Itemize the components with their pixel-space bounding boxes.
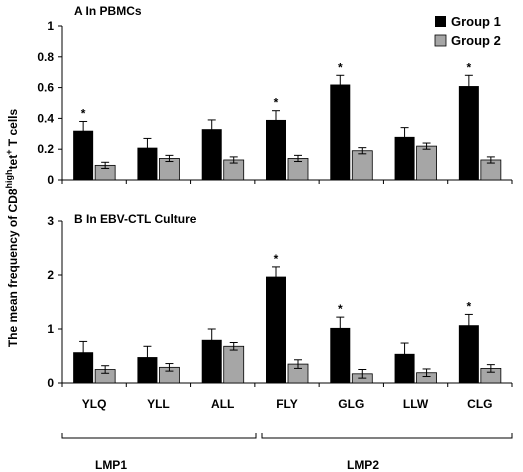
panel-a-bar-llw-group-1 bbox=[394, 136, 415, 180]
group-brackets: LMP1 LMP2 bbox=[61, 433, 513, 472]
lmp2-label: LMP2 bbox=[347, 458, 379, 472]
panel-a-bar-yll-group-1 bbox=[137, 147, 158, 180]
panel-a-y-tick-label: 0.6 bbox=[37, 81, 54, 95]
legend-swatch-group-2 bbox=[434, 34, 447, 47]
panel-b-bar-all-group-2 bbox=[223, 345, 245, 384]
panel-b-significance-marker: * bbox=[338, 302, 343, 316]
panel-a-bar-clg-group-1 bbox=[458, 86, 479, 180]
x-tick-label-ylq: YLQ bbox=[82, 397, 107, 411]
y-axis-title: The mean frequency of CD8hightet+ T cell… bbox=[4, 109, 20, 348]
x-tick-label-glg: GLG bbox=[338, 397, 364, 411]
panel-a-significance-marker: * bbox=[467, 60, 472, 74]
panel-b-bar-glg-group-1 bbox=[330, 327, 351, 383]
lmp1-bracket bbox=[61, 433, 257, 439]
panel-b-significance-marker: * bbox=[467, 299, 472, 313]
y-axis-title-mid: tet bbox=[6, 155, 20, 170]
panel-b-bar-all-group-1 bbox=[201, 339, 222, 383]
panel-a-y-tick-label: 0.2 bbox=[37, 142, 54, 156]
panel-a-bar-all-group-1 bbox=[201, 129, 222, 180]
legend-label-group-1: Group 1 bbox=[451, 14, 501, 29]
panel-b-significance-marker: * bbox=[274, 252, 279, 266]
panel-a-significance-marker: * bbox=[274, 96, 279, 110]
x-tick-label-fly: FLY bbox=[276, 397, 298, 411]
panel-a: 0 0.2 0.4 0.6 0.8 1 * * * * bbox=[37, 19, 513, 187]
y-axis-title-prefix: The mean frequency of CD8 bbox=[6, 188, 20, 347]
y-axis-title-sup-plus: + bbox=[4, 150, 14, 155]
panel-b: 0 1 2 3 * * * bbox=[47, 214, 513, 390]
panel-a-y-tick-label: 0.4 bbox=[37, 111, 54, 125]
panel-a-title: A In PBMCs bbox=[74, 4, 142, 18]
panel-a-bar-glg-group-2 bbox=[351, 150, 373, 181]
panel-b-y-tick-label: 1 bbox=[47, 322, 54, 336]
panel-a-significance-marker: * bbox=[81, 106, 86, 120]
panel-a-significance-marker: * bbox=[338, 60, 343, 74]
panel-a-y-tick-label: 0.8 bbox=[37, 50, 54, 64]
panel-a-bar-ylq-group-1 bbox=[73, 130, 94, 180]
x-tick-label-llw: LLW bbox=[403, 397, 429, 411]
y-axis-title-sup-high: high bbox=[4, 169, 14, 188]
category-labels: YLQ YLL ALL FLY GLG LLW CLG bbox=[82, 397, 493, 411]
panel-b-bar-yll-group-1 bbox=[137, 357, 158, 383]
legend: Group 1 Group 2 bbox=[434, 14, 501, 48]
panel-b-title: B In EBV-CTL Culture bbox=[74, 212, 197, 226]
panel-b-bar-ylq-group-1 bbox=[73, 352, 94, 383]
panel-a-bar-fly-group-1 bbox=[266, 119, 286, 180]
panel-a-bar-llw-group-2 bbox=[416, 145, 437, 181]
x-tick-label-all: ALL bbox=[211, 397, 234, 411]
panel-a-y-tick-label: 1 bbox=[47, 19, 54, 33]
panel-b-bar-clg-group-1 bbox=[458, 325, 479, 383]
legend-swatch-group-1 bbox=[435, 16, 446, 27]
panel-b-y-tick-label: 2 bbox=[47, 268, 54, 282]
panel-b-y-tick-label: 0 bbox=[47, 376, 54, 390]
x-tick-label-clg: CLG bbox=[467, 397, 492, 411]
panel-b-y-tick-label: 3 bbox=[47, 214, 54, 228]
legend-label-group-2: Group 2 bbox=[451, 33, 501, 48]
y-axis-title-suffix: T cells bbox=[6, 109, 20, 150]
panel-a-bar-glg-group-1 bbox=[330, 84, 351, 180]
panel-b-bar-fly-group-1 bbox=[266, 276, 286, 383]
lmp2-bracket bbox=[261, 433, 513, 439]
panel-b-bar-llw-group-1 bbox=[394, 353, 415, 383]
x-tick-label-yll: YLL bbox=[147, 397, 170, 411]
lmp1-label: LMP1 bbox=[95, 458, 127, 472]
panel-a-y-tick-label: 0 bbox=[47, 173, 54, 187]
